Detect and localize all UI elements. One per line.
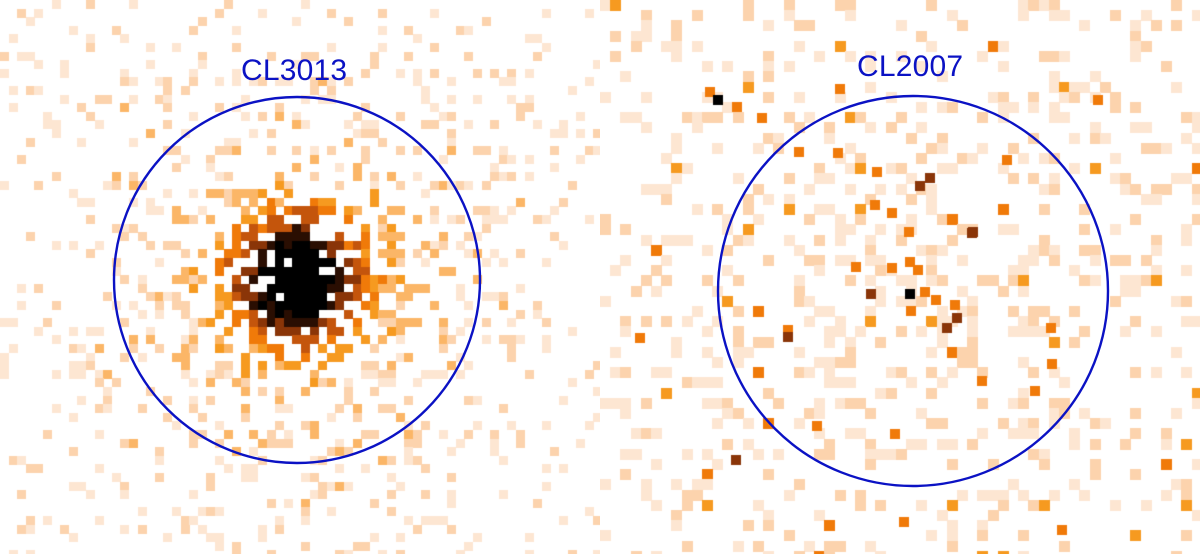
aperture-circle bbox=[716, 94, 1110, 488]
xray-counts-map bbox=[600, 0, 1200, 554]
cluster-label: CL3013 bbox=[241, 54, 348, 87]
xray-counts-map bbox=[0, 0, 600, 554]
cluster-label: CL2007 bbox=[857, 50, 964, 83]
cluster-panel-cl2007: CL2007 bbox=[600, 0, 1200, 554]
cluster-panel-cl3013: CL3013 bbox=[0, 0, 600, 554]
aperture-circle bbox=[112, 95, 482, 465]
